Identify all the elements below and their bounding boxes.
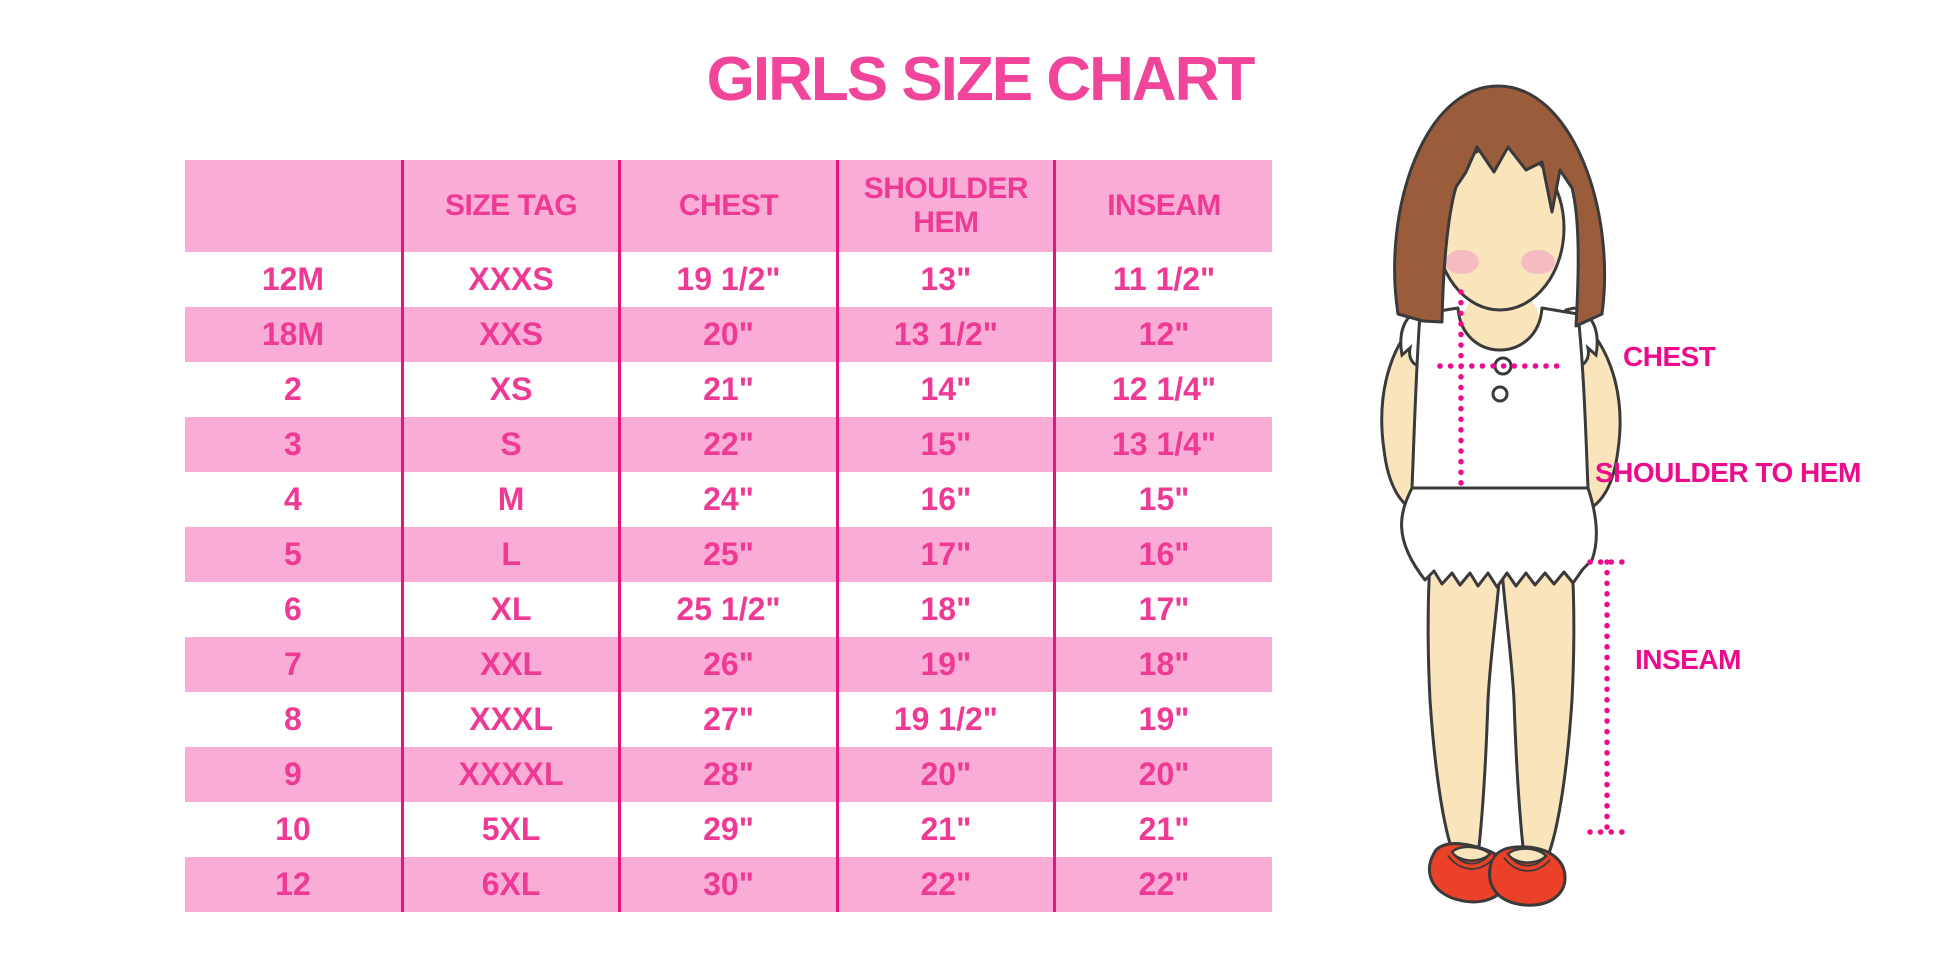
cell-size-tag: 5XL xyxy=(400,802,620,857)
cell-size: 12 xyxy=(185,857,403,912)
cell-shoulder-hem: 17" xyxy=(835,527,1055,582)
table-row: 5 L 25" 17" 16" xyxy=(185,527,1272,582)
cell-size: 5 xyxy=(185,527,403,582)
cell-size-tag: S xyxy=(400,417,620,472)
table-row: 3 S 22" 15" 13 1/4" xyxy=(185,417,1272,472)
cell-size-tag: XXXXL xyxy=(400,747,620,802)
cell-shoulder-hem: 19" xyxy=(835,637,1055,692)
header-cell-blank xyxy=(185,160,403,252)
table-row: 18M XXS 20" 13 1/2" 12" xyxy=(185,307,1272,362)
cell-chest: 19 1/2" xyxy=(618,252,838,307)
cell-chest: 20" xyxy=(618,307,838,362)
table-row: 10 5XL 29" 21" 21" xyxy=(185,802,1272,857)
cell-size: 9 xyxy=(185,747,403,802)
shoulder-to-hem-label: SHOULDER TO HEM xyxy=(1595,457,1861,488)
size-table: SIZE TAG CHEST SHOULDER HEM INSEAM 12M X… xyxy=(185,160,1272,912)
cell-size: 7 xyxy=(185,637,403,692)
cell-inseam: 13 1/4" xyxy=(1053,417,1272,472)
cell-inseam: 20" xyxy=(1053,747,1272,802)
cell-shoulder-hem: 18" xyxy=(835,582,1055,637)
table-row: 7 XXL 26" 19" 18" xyxy=(185,637,1272,692)
size-chart-table: SIZE TAG CHEST SHOULDER HEM INSEAM 12M X… xyxy=(185,160,1272,912)
girl-illustration xyxy=(1320,60,1946,973)
button-bottom xyxy=(1491,385,1509,403)
table-header-row: SIZE TAG CHEST SHOULDER HEM INSEAM xyxy=(185,160,1272,252)
cell-size: 2 xyxy=(284,371,302,407)
cell-size-tag: 6XL xyxy=(400,857,620,912)
cell-size-tag: XXXS xyxy=(400,252,620,307)
cell-inseam: 16" xyxy=(1053,527,1272,582)
right-leg xyxy=(1499,558,1576,858)
left-shoe-opening xyxy=(1450,845,1492,862)
table-row: 4 M 24" 16" 15" xyxy=(185,472,1272,527)
right-shoe-opening xyxy=(1506,847,1548,864)
cell-shoulder-hem: 15" xyxy=(835,417,1055,472)
cell-shoulder-hem: 14" xyxy=(835,362,1055,417)
cell-chest: 22" xyxy=(618,417,838,472)
blush-right xyxy=(1521,250,1555,274)
cell-inseam: 15" xyxy=(1053,472,1272,527)
cell-size-tag: XXS xyxy=(400,307,620,362)
cell-size: 6 xyxy=(284,591,302,627)
cell-size: 8 xyxy=(284,701,302,737)
cell-size-tag: XS xyxy=(400,362,620,417)
left-leg xyxy=(1426,558,1503,858)
cell-size: 18M xyxy=(185,307,403,362)
cell-inseam: 19" xyxy=(1053,692,1272,747)
cell-shoulder-hem: 13 1/2" xyxy=(835,307,1055,362)
cell-inseam: 21" xyxy=(1053,802,1272,857)
cell-size-tag: XL xyxy=(400,582,620,637)
cell-chest: 25" xyxy=(618,527,838,582)
cell-chest: 25 1/2" xyxy=(618,582,838,637)
cell-shoulder-hem: 21" xyxy=(835,802,1055,857)
table-row: 6 XL 25 1/2" 18" 17" xyxy=(185,582,1272,637)
cell-size-tag: L xyxy=(400,527,620,582)
cell-size: 10 xyxy=(275,811,311,847)
cell-inseam: 18" xyxy=(1053,637,1272,692)
table-row: 9 XXXXL 28" 20" 20" xyxy=(185,747,1272,802)
cell-size-tag: XXXL xyxy=(400,692,620,747)
blush-left xyxy=(1445,250,1479,274)
cell-shoulder-hem: 20" xyxy=(835,747,1055,802)
cell-chest: 30" xyxy=(618,857,838,912)
cell-shoulder-hem: 22" xyxy=(835,857,1055,912)
cell-chest: 27" xyxy=(618,692,838,747)
cell-shoulder-hem: 13" xyxy=(835,252,1055,307)
cell-inseam: 12" xyxy=(1053,307,1272,362)
cell-chest: 28" xyxy=(618,747,838,802)
right-shoe-strap-red xyxy=(1504,854,1550,870)
cell-chest: 29" xyxy=(618,802,838,857)
hair xyxy=(1393,84,1607,328)
cell-inseam: 12 1/4" xyxy=(1053,362,1272,417)
size-table-head: SIZE TAG CHEST SHOULDER HEM INSEAM xyxy=(185,160,1272,252)
inseam-label: INSEAM xyxy=(1635,644,1741,675)
cell-chest: 21" xyxy=(618,362,838,417)
skirt xyxy=(1400,486,1598,589)
cell-size: 4 xyxy=(284,481,302,517)
cell-size-tag: M xyxy=(400,472,620,527)
cell-size: 3 xyxy=(185,417,403,472)
cell-size-tag: XXL xyxy=(400,637,620,692)
cell-shoulder-hem: 19 1/2" xyxy=(835,692,1055,747)
size-table-body: 12M XXXS 19 1/2" 13" 11 1/2" 18M XXS 20"… xyxy=(185,252,1272,912)
cell-inseam: 17" xyxy=(1053,582,1272,637)
chest-label: CHEST xyxy=(1623,341,1716,372)
header-cell-chest: CHEST xyxy=(618,160,838,252)
left-shoe-strap-red xyxy=(1448,852,1494,868)
cell-inseam: 11 1/2" xyxy=(1053,252,1272,307)
cell-shoulder-hem: 16" xyxy=(835,472,1055,527)
cell-chest: 24" xyxy=(618,472,838,527)
header-cell-shoulder-hem: SHOULDER HEM xyxy=(835,160,1055,252)
cell-size: 12M xyxy=(261,261,325,297)
table-row: 12 6XL 30" 22" 22" xyxy=(185,857,1272,912)
table-row: 2 XS 21" 14" 12 1/4" xyxy=(185,362,1272,417)
cell-inseam: 22" xyxy=(1053,857,1272,912)
header-cell-inseam: INSEAM xyxy=(1053,160,1272,252)
page-title: GIRLS SIZE CHART xyxy=(706,45,1256,114)
table-row: 8 XXXL 27" 19 1/2" 19" xyxy=(185,692,1272,747)
header-cell-size-tag: SIZE TAG xyxy=(400,160,620,252)
table-row: 12M XXXS 19 1/2" 13" 11 1/2" xyxy=(185,252,1272,307)
cell-chest: 26" xyxy=(618,637,838,692)
